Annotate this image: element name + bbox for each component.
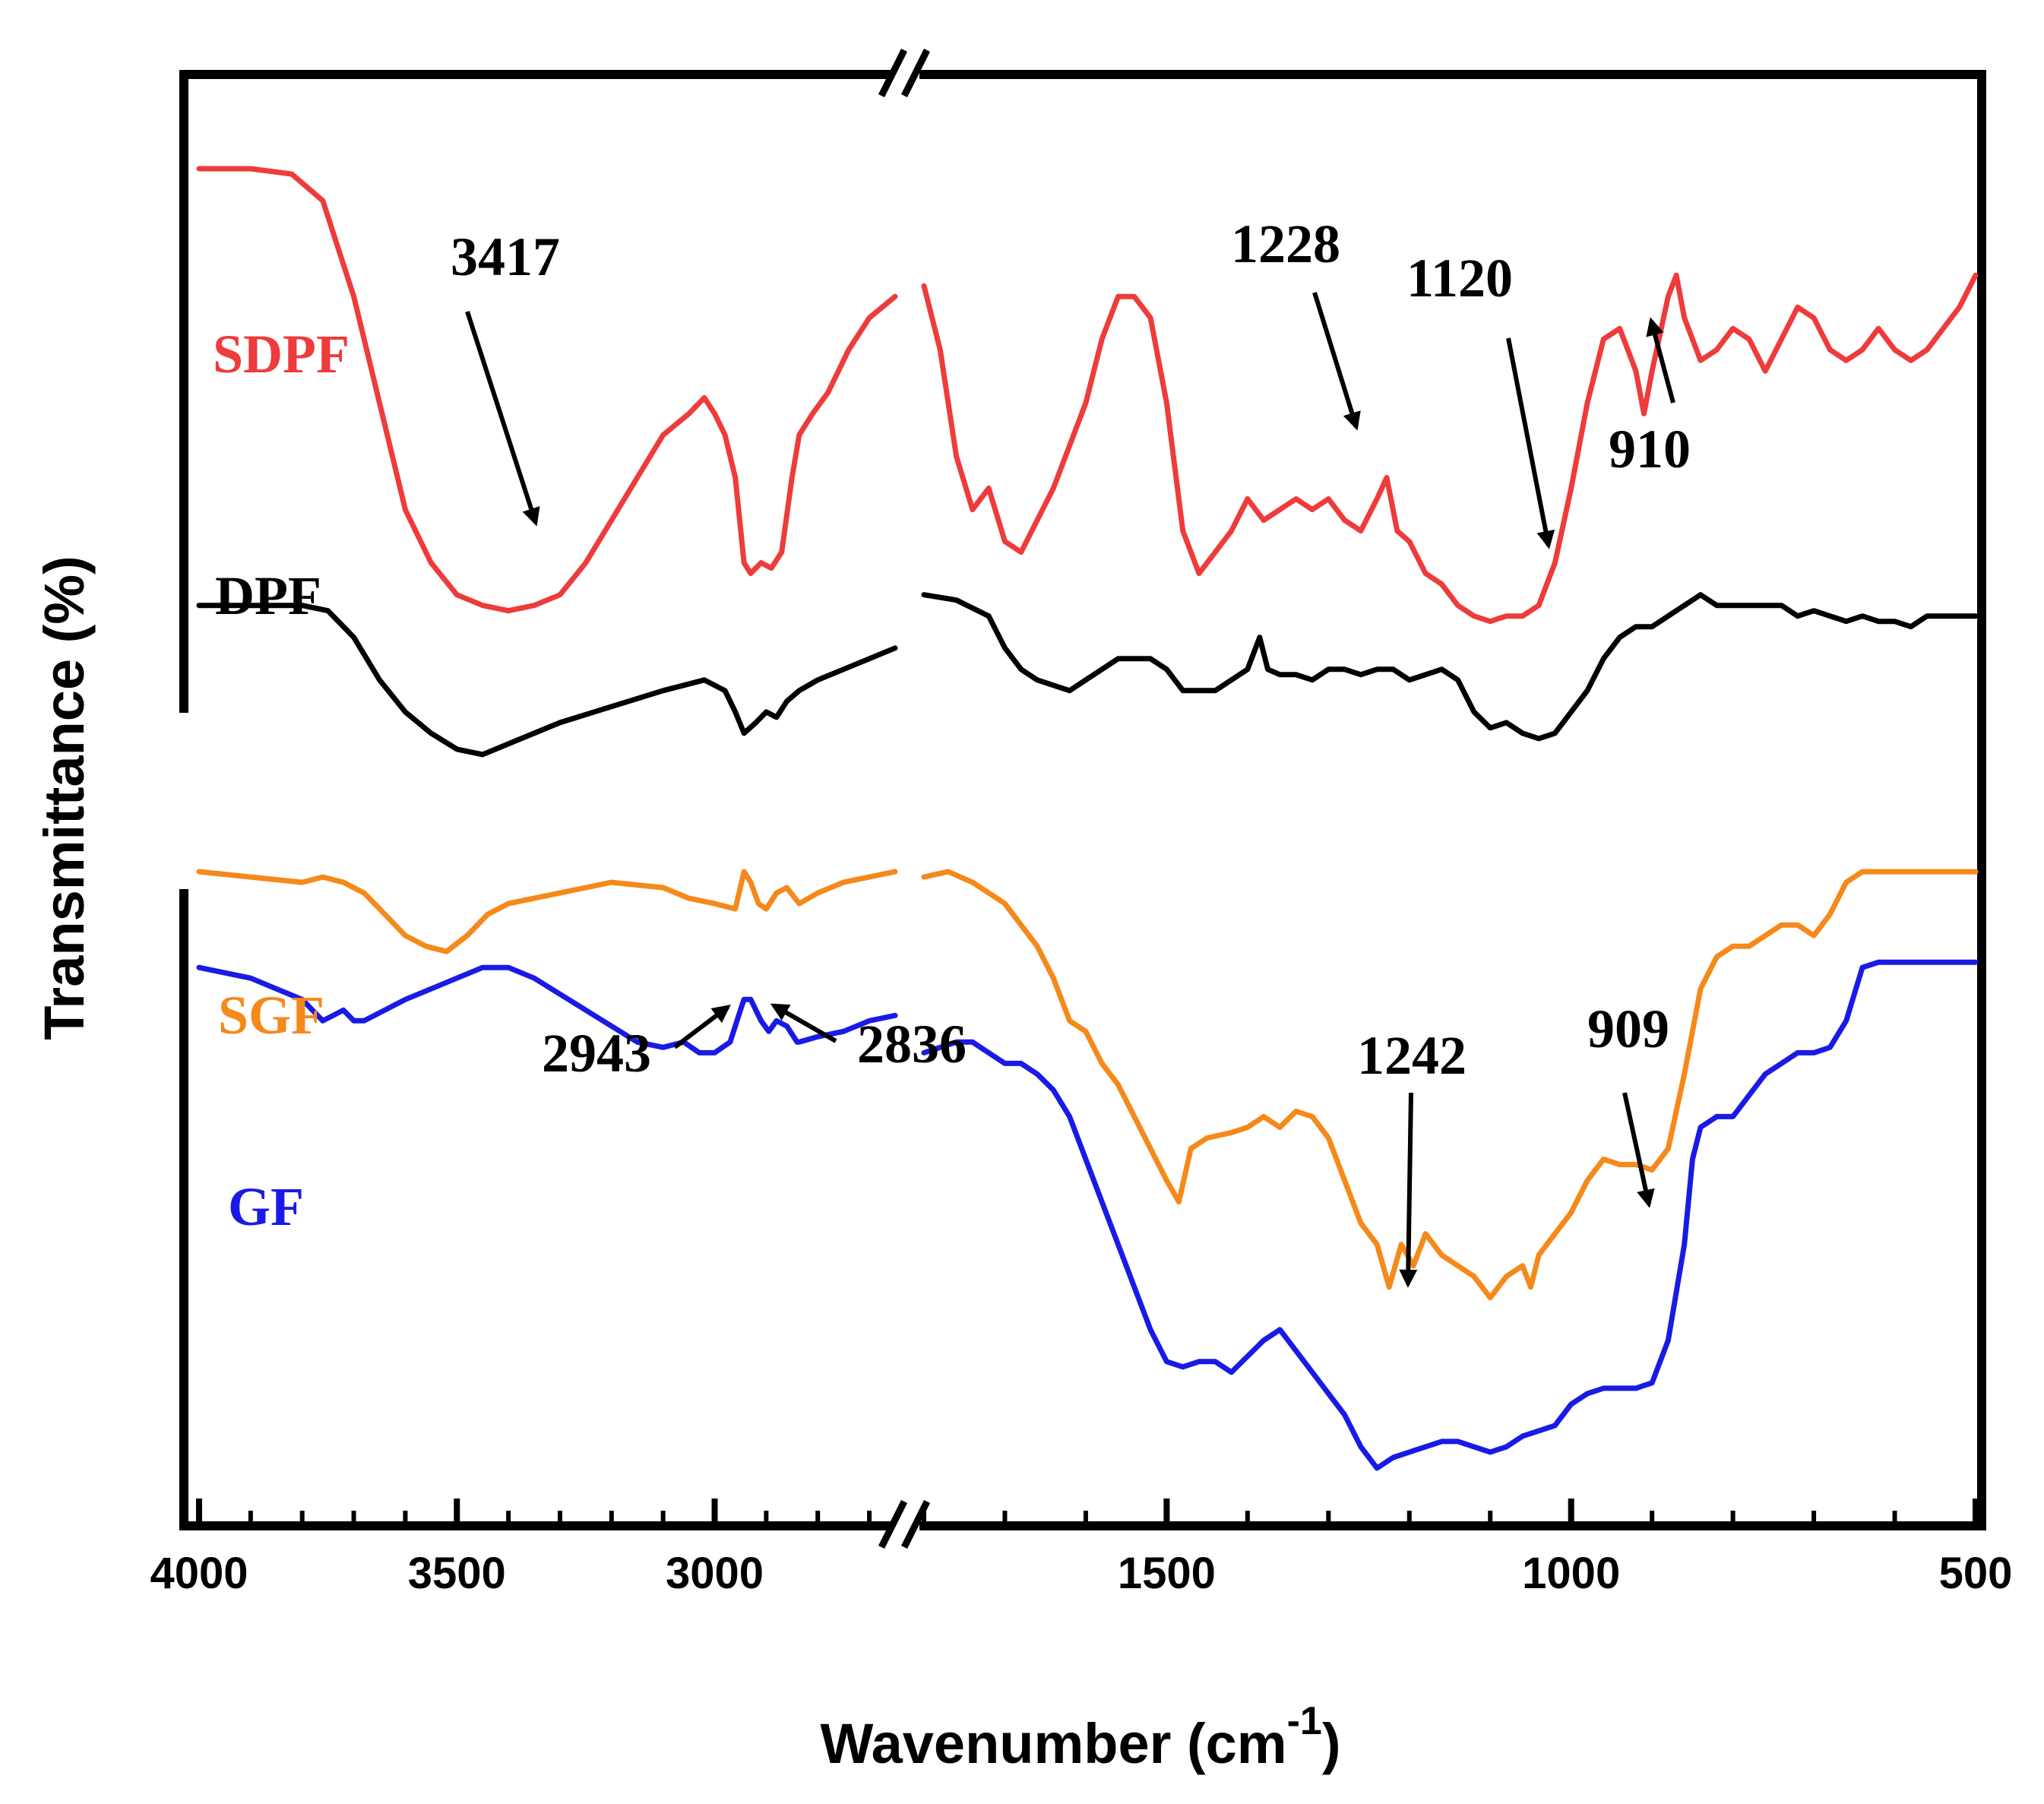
series-sdpf-right-line (921, 272, 1979, 625)
x-axis-title-superscript: -1 (1287, 1699, 1322, 1743)
series-label-dpf: DPF (215, 565, 321, 626)
peak-annotations: 3417 1228 1120 910 2943 2836 1242 909 (451, 214, 1691, 1288)
annotation-arrow (1622, 1092, 1655, 1208)
axis-break-bottom-1 (878, 1499, 908, 1549)
x-axis-title-main: Wavenumber (cm (821, 1712, 1287, 1775)
series-gf-left-line (196, 964, 898, 1055)
annotation-arrow (770, 1003, 837, 1043)
annotation-label: 909 (1587, 999, 1669, 1059)
plot-frame (179, 48, 1986, 1549)
annotation-label: 3417 (451, 226, 560, 287)
x-axis-title: Wavenumber (cm-1) (821, 1699, 1341, 1775)
annotation-arrow (1646, 317, 1675, 404)
annotation-arrow (465, 311, 540, 527)
x-tick-label: 3500 (408, 1549, 506, 1598)
x-tick-label: 4000 (150, 1549, 248, 1598)
series-sdpf-left-line (196, 166, 898, 614)
annotation-label: 1120 (1406, 248, 1513, 309)
y-axis-title: Transmittance (%) (33, 555, 96, 1040)
x-tick-label: 1500 (1118, 1549, 1216, 1598)
x-tick-label: 1000 (1522, 1549, 1620, 1598)
x-tick-label: 3000 (666, 1549, 764, 1598)
annotation-arrow (1506, 337, 1555, 549)
series-gf-right-line (921, 959, 1979, 1471)
annotation-label: 910 (1609, 419, 1691, 479)
annotation-arrow (1312, 292, 1361, 431)
series-dpf-left-line (196, 603, 898, 758)
series-label-gf: GF (228, 1176, 304, 1237)
annotation-label: 1242 (1357, 1025, 1467, 1086)
annotation-label: 1228 (1231, 214, 1340, 274)
series-label-sdpf: SDPF (213, 324, 350, 385)
series-label-sgf: SGF (218, 985, 324, 1046)
annotation-arrow (673, 1005, 731, 1049)
spectra (196, 166, 1979, 1471)
x-tick-label: 500 (1939, 1549, 2013, 1598)
axis-break-bottom-2 (900, 1499, 931, 1549)
axis-break-top-2 (900, 48, 931, 98)
annotation-arrow (1399, 1092, 1418, 1288)
series-sgf-left-line (196, 869, 898, 954)
series-sgf-right-line (921, 869, 1979, 1301)
annotation-label: 2836 (857, 1014, 967, 1074)
axis-break-top-1 (878, 48, 908, 98)
x-axis-title-close: ) (1322, 1712, 1341, 1775)
annotation-label: 2943 (542, 1023, 651, 1084)
series-dpf-right-line (921, 592, 1979, 742)
x-ticks: 4000 3500 3000 1500 1000 500 (150, 1499, 2012, 1598)
